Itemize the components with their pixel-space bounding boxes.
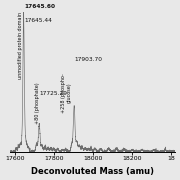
Text: +258 (phospho-
glucose): +258 (phospho- glucose) (61, 73, 72, 113)
Text: unmodified protein domain: unmodified protein domain (18, 12, 23, 79)
Text: 17903.70: 17903.70 (75, 57, 103, 62)
X-axis label: Deconvoluted Mass (amu): Deconvoluted Mass (amu) (31, 167, 154, 176)
Text: 17645.44: 17645.44 (24, 18, 52, 23)
Text: 17645.60: 17645.60 (24, 4, 55, 9)
Text: 17725.29: 17725.29 (40, 91, 68, 96)
Text: +80 (phosphate): +80 (phosphate) (35, 82, 39, 124)
